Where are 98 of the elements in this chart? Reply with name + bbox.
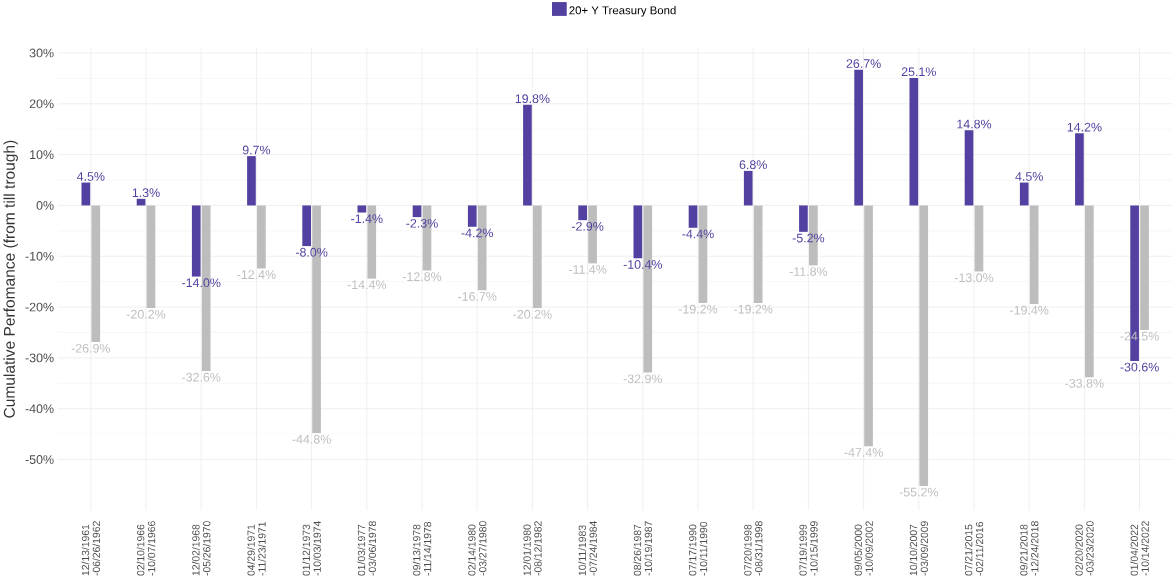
data-label: -4.4% (682, 229, 714, 239)
bar (357, 205, 367, 213)
x-tick-label: 02/20/2020 -03/23/2020 (1075, 521, 1094, 576)
bar (1140, 205, 1149, 330)
x-tick-label: 01/04/2022 -10/14/2022 (1130, 521, 1149, 576)
data-label: 26.7% (846, 59, 881, 68)
y-axis-title: Cumulative Perfomance (from till trough) (3, 140, 18, 418)
data-label: -20.2% (513, 309, 552, 319)
x-tick-label: 09/21/2018 -12/24/2018 (1019, 521, 1039, 576)
data-label: -19.2% (734, 304, 773, 314)
bar (146, 205, 156, 309)
bar (1029, 205, 1039, 304)
y-tick-label: -20% (25, 302, 54, 312)
y-tick-label: -50% (25, 455, 54, 464)
bar (1019, 182, 1029, 206)
data-label: 19.8% (515, 94, 550, 104)
x-tick-label: 08/26/1987 -10/19/1987 (633, 521, 653, 576)
y-tick-label: -40% (25, 404, 54, 414)
bar (247, 156, 256, 206)
bar (799, 205, 808, 232)
bar (753, 205, 763, 303)
bar (909, 77, 919, 206)
data-label: -44.8% (292, 434, 331, 444)
y-tick-label: 10% (30, 150, 54, 159)
data-label: 4.5% (76, 172, 105, 181)
data-label: -14.0% (182, 278, 221, 288)
x-tick-label: 09/13/1978 -11/14/1978 (412, 521, 432, 576)
x-tick-label: 02/10/1966 -10/07/1966 (136, 521, 156, 576)
bar (412, 205, 422, 218)
bar (467, 205, 477, 227)
y-tick-label: 30% (29, 48, 54, 58)
data-label: -8.0% (295, 247, 328, 257)
data-label: -20.2% (126, 309, 166, 319)
bar (578, 205, 587, 221)
x-tick-label: 10/11/1983 -07/24/1984 (578, 521, 597, 576)
data-label: 1.3% (132, 188, 160, 198)
x-tick-label: 07/19/1999 -10/15/1999 (799, 521, 818, 576)
x-tick-label: 04/29/1971 -11/23/1971 (247, 521, 266, 576)
data-label: -30.6% (1120, 362, 1159, 372)
data-label: -11.4% (568, 265, 607, 274)
y-tick-label: -30% (25, 353, 54, 363)
bar (864, 205, 873, 447)
x-tick-label: 10/10/2007 -03/09/2009 (909, 521, 929, 576)
data-label: -11.8% (789, 267, 828, 276)
data-label: -5.2% (792, 233, 825, 243)
data-label: -13.0% (954, 273, 994, 283)
bar (919, 205, 929, 486)
data-label: -26.9% (71, 343, 111, 353)
data-label: -12.8% (402, 272, 442, 282)
data-label: -12.4% (237, 270, 276, 279)
bar (974, 205, 984, 272)
data-label: -33.8% (1065, 378, 1104, 388)
data-label: 9.7% (242, 145, 271, 155)
x-tick-label: 07/21/2015 -02/11/2016 (964, 521, 984, 576)
bar (257, 205, 266, 269)
data-label: 4.5% (1015, 172, 1043, 181)
bar (688, 205, 698, 228)
x-tick-label: 07/17/1990 -10/11/1990 (688, 521, 708, 576)
bar (964, 130, 974, 206)
bar (1075, 133, 1084, 206)
data-label: -14.4% (347, 280, 387, 290)
bar (191, 205, 201, 277)
bar (533, 205, 542, 309)
y-tick-label: 20% (29, 99, 54, 109)
data-label: 14.2% (1067, 122, 1102, 132)
data-label: -2.3% (406, 218, 438, 228)
bar (633, 205, 643, 259)
data-label: 25.1% (901, 67, 936, 77)
x-tick-label: 09/05/2000 -10/09/2002 (854, 521, 873, 576)
bar (91, 205, 101, 343)
x-tick-label: 12/01/1980 -08/12/1982 (523, 521, 542, 576)
bar (854, 69, 863, 206)
data-label: -16.7% (458, 292, 497, 301)
x-tick-label: 02/14/1980 -03/27/1980 (467, 521, 487, 576)
data-label: -32.9% (623, 374, 663, 384)
x-tick-label: 12/02/1968 -05/26/1970 (191, 521, 211, 576)
data-label: 6.8% (739, 160, 767, 170)
bar (302, 205, 311, 247)
x-tick-label: 12/13/1961 -06/26/1962 (81, 521, 101, 576)
data-label: -19.4% (1010, 305, 1049, 315)
data-label: -19.2% (678, 304, 718, 314)
x-tick-label: 07/20/1998 -08/31/1998 (743, 521, 763, 576)
y-tick-label: -10% (25, 251, 54, 261)
bar (1085, 205, 1094, 378)
x-tick-label: 01/03/1977 -03/06/1978 (357, 521, 377, 576)
data-label: -32.6% (182, 372, 221, 382)
data-label: 14.8% (957, 119, 992, 129)
data-label: -4.2% (461, 228, 493, 238)
data-label: -1.4% (351, 214, 383, 223)
data-label: -2.9% (571, 221, 604, 231)
data-label: -55.2% (899, 487, 939, 497)
x-tick-label: 01/12/1973 -10/03/1974 (302, 521, 321, 576)
data-label: -10.4% (623, 260, 663, 269)
bar (743, 170, 753, 206)
data-label: -47.4% (844, 448, 883, 457)
y-tick-label: 0% (36, 201, 54, 210)
bar (523, 104, 532, 206)
legend-label: 20+ Y Treasury Bond (569, 5, 676, 17)
